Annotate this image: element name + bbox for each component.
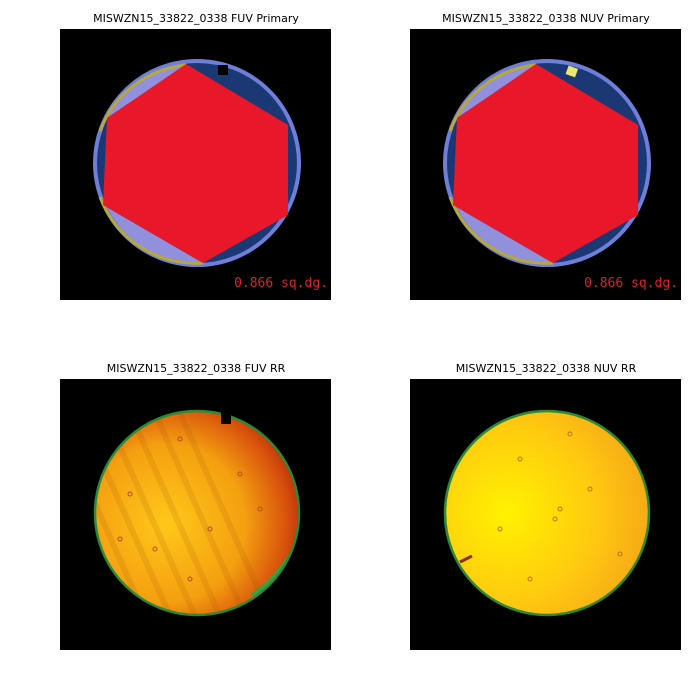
nuv-primary-panel <box>410 29 681 300</box>
fuv-primary-panel <box>60 29 331 300</box>
panel-title: MISWZN15_33822_0338 NUV Primary <box>442 12 650 25</box>
area-label: 0.866 sq.dg. <box>234 276 328 291</box>
panel-title: MISWZN15_33822_0338 FUV RR <box>107 362 286 375</box>
nuv-rr-panel <box>410 379 681 650</box>
panel-title: MISWZN15_33822_0338 FUV Primary <box>93 12 299 25</box>
fuv-rr-panel <box>60 379 331 650</box>
area-label: 0.866 sq.dg. <box>584 276 678 291</box>
panel-title: MISWZN15_33822_0338 NUV RR <box>456 362 637 375</box>
